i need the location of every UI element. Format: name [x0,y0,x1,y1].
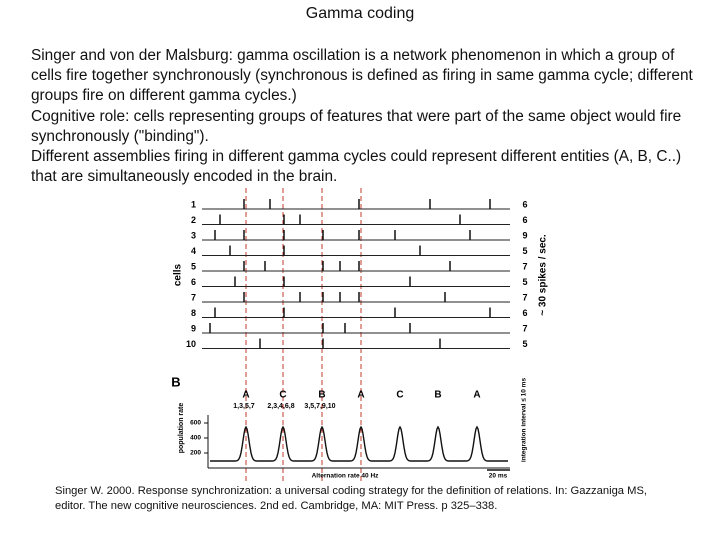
paragraph: Different assemblies firing in different… [31,148,682,186]
cell-number: 3 [191,230,196,240]
spike-count: 9 [522,230,527,240]
cell-number: 9 [191,323,196,333]
rate-label: ~ 30 spikes / sec. [538,234,549,316]
spike-count: 7 [522,292,527,302]
spike-count: 6 [522,199,527,209]
cycle-letter: A [473,390,480,401]
cell-number: 4 [191,246,196,256]
spike-count: 5 [522,339,527,349]
cycle-letter: A [242,390,249,401]
x-label: Alternation rate 40 Hz [312,473,380,480]
cycle-letter: B [318,390,325,401]
cycle-letter: A [357,390,364,401]
y-label: population rate [178,403,185,454]
panel-label: B [171,374,180,389]
cycle-letter: B [434,390,441,401]
body-text: Singer and von der Malsburg: gamma oscil… [31,46,693,187]
group-label: 3,5,7,9,10 [304,403,335,410]
cell-number: 5 [191,261,196,271]
paragraph: Cognitive role: cells representing group… [31,107,682,145]
spike-count: 5 [522,246,527,256]
spike-count: 7 [522,261,527,271]
scale-label: 20 ms [489,473,508,480]
cell-number: 6 [191,277,196,287]
y-tick-label: 200 [190,450,201,457]
slide-title: Gamma coding [305,5,415,22]
y-tick-label: 400 [190,435,201,442]
paragraph: Singer and von der Malsburg: gamma oscil… [31,47,693,105]
spike-count: 5 [522,277,527,287]
cycle-letter: C [396,390,403,401]
spike-count: 6 [522,308,527,318]
y-tick-label: 600 [190,420,201,427]
cycle-letter: C [279,390,286,401]
cell-number: 2 [191,215,196,225]
spike-count: 7 [522,323,527,333]
cell-number: 10 [186,339,196,349]
group-label: 2,3,4,6,8 [267,403,294,410]
citation: Singer W. 2000. Response synchronization… [55,485,648,512]
group-label: 1,3,5,7 [233,403,255,410]
cell-number: 1 [191,199,196,209]
interval-label: integration interval ≤ 10 ms [521,378,528,463]
population-curve [210,425,508,462]
cells-label: cells [173,263,184,286]
cell-number: 8 [191,308,196,318]
cell-number: 7 [191,292,196,302]
spike-count: 6 [522,215,527,225]
